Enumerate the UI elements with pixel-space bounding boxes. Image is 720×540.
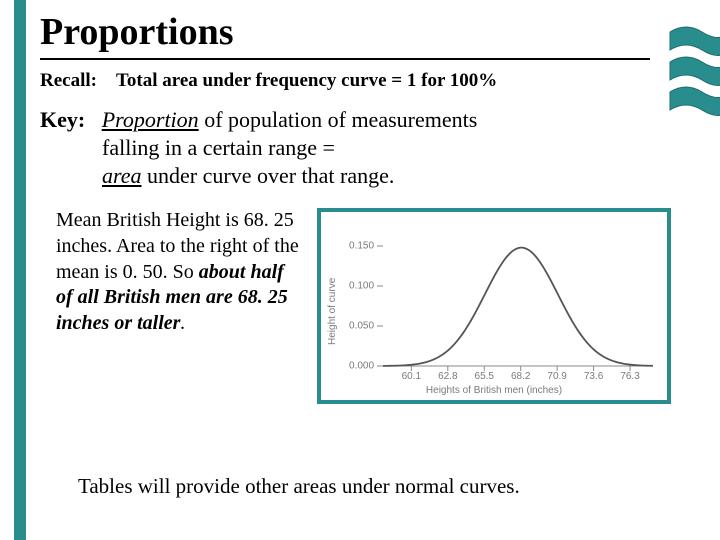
x-tick-label: 70.9 xyxy=(547,371,566,382)
left-accent-bar xyxy=(14,0,26,540)
footer-text: Tables will provide other areas under no… xyxy=(78,474,520,499)
x-axis-label: Heights of British men (inches) xyxy=(426,385,562,396)
recall-line: Recall: Total area under frequency curve… xyxy=(40,70,690,92)
caption-end: . xyxy=(180,312,185,334)
slide-content: Proportions Recall: Total area under fre… xyxy=(40,10,690,404)
x-tick-label: 65.5 xyxy=(475,371,494,382)
key-line3-rest: under curve over that range. xyxy=(142,163,395,188)
x-tick-label: 62.8 xyxy=(438,371,457,382)
recall-label: Recall: xyxy=(40,70,97,91)
x-tick-label: 76.3 xyxy=(620,371,639,382)
y-tick-label: 0.050 xyxy=(349,321,374,332)
key-label: Key: xyxy=(40,107,85,132)
x-tick-label: 73.6 xyxy=(584,371,603,382)
x-tick-label: 60.1 xyxy=(402,371,421,382)
y-axis-label: Height of curve xyxy=(327,278,338,345)
recall-text: Total area under frequency curve = 1 for… xyxy=(116,70,497,91)
key-area-word: area xyxy=(102,163,142,188)
x-tick-label: 68.2 xyxy=(511,371,530,382)
mid-row: Mean British Height is 68. 25 inches. Ar… xyxy=(56,208,690,404)
y-tick-label: 0.100 xyxy=(349,281,374,292)
slide-title: Proportions xyxy=(40,10,690,54)
normal-curve-chart: 0.000 0.050 0.100 0.150 60.1 62.8 65.5 68.2 70.9… xyxy=(317,208,671,404)
y-tick-label: 0.150 xyxy=(349,241,374,252)
key-block: Key: Proportion of population of measure… xyxy=(40,106,690,190)
chart-caption: Mean British Height is 68. 25 inches. Ar… xyxy=(56,208,301,336)
title-underline xyxy=(40,58,650,60)
key-line1-rest: of population of measurements xyxy=(199,107,478,132)
y-tick-label: 0.000 xyxy=(349,361,374,372)
key-proportion-word: Proportion xyxy=(102,107,199,132)
key-line2: falling in a certain range = xyxy=(40,134,690,162)
